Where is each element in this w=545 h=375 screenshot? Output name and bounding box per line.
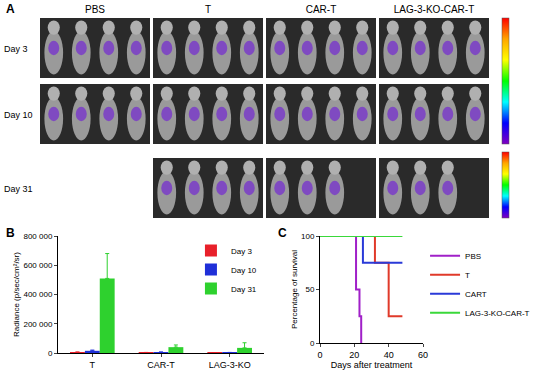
svg-text:Day 10: Day 10 — [231, 266, 257, 275]
svg-text:T: T — [90, 360, 96, 370]
svg-text:400 000: 400 000 — [23, 290, 52, 299]
svg-text:0: 0 — [310, 339, 315, 348]
svg-text:60: 60 — [418, 350, 428, 360]
svg-text:LAG-3-KO-CAR-T: LAG-3-KO-CAR-T — [394, 4, 475, 15]
svg-text:50: 50 — [305, 285, 314, 294]
svg-text:LAG-3-KO: LAG-3-KO — [209, 360, 251, 370]
svg-text:PBS: PBS — [465, 252, 481, 261]
svg-text:PBS: PBS — [85, 4, 105, 15]
svg-text:T: T — [465, 271, 470, 280]
svg-text:T: T — [205, 4, 211, 15]
svg-text:LAG-3-KO-CAR-T: LAG-3-KO-CAR-T — [465, 309, 530, 318]
html-text:B: B — [6, 226, 15, 240]
svg-text:20: 20 — [349, 350, 359, 360]
svg-text:200 000: 200 000 — [23, 320, 52, 329]
svg-text:Day 31: Day 31 — [4, 184, 33, 194]
svg-text:800 000: 800 000 — [23, 232, 52, 241]
svg-text:Radiance (p/sec/cm²/sr): Radiance (p/sec/cm²/sr) — [12, 252, 21, 337]
svg-text:A: A — [6, 2, 15, 16]
svg-text:600 000: 600 000 — [23, 261, 52, 270]
svg-text:CAR-T: CAR-T — [147, 360, 175, 370]
svg-text:100: 100 — [301, 232, 315, 241]
svg-text:40: 40 — [384, 350, 394, 360]
html-text:C: C — [278, 226, 287, 240]
svg-text:Day 3: Day 3 — [231, 247, 252, 256]
svg-text:CAR-T: CAR-T — [306, 4, 337, 15]
svg-text:Day 10: Day 10 — [4, 110, 33, 120]
svg-text:Days after treatment: Days after treatment — [331, 360, 413, 370]
svg-text:0: 0 — [317, 350, 322, 360]
svg-text:Day 31: Day 31 — [231, 285, 257, 294]
svg-text:Day 3: Day 3 — [4, 44, 28, 54]
svg-text:CART: CART — [465, 290, 487, 299]
svg-text:Percentage of survival: Percentage of survival — [290, 250, 299, 329]
svg-text:0: 0 — [48, 349, 53, 358]
